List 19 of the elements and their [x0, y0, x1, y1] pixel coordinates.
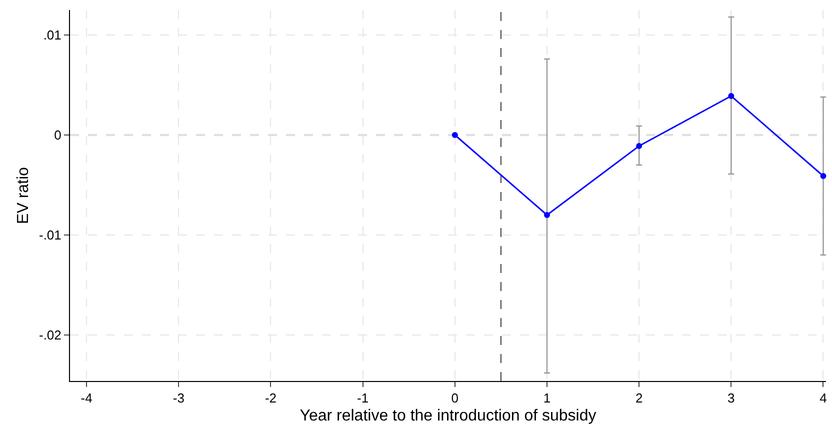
x-tick-label: -1	[357, 390, 369, 406]
x-tick-label: 2	[635, 390, 643, 406]
x-tick-label: 4	[820, 390, 827, 406]
x-tick-label: 1	[543, 390, 551, 406]
y-tick-label: .01	[43, 28, 62, 43]
x-tick-label: -4	[80, 390, 92, 406]
x-axis-title: Year relative to the introduction of subsidy	[300, 407, 596, 424]
y-tick-label: 0	[54, 128, 62, 143]
y-tick-label: -.02	[38, 328, 62, 343]
x-tick-label: -2	[264, 390, 277, 406]
x-tick-label: -3	[172, 390, 184, 406]
point	[728, 93, 734, 99]
x-tick-label: 0	[451, 390, 459, 406]
point	[636, 143, 642, 149]
point	[820, 173, 826, 179]
x-tick-label: 3	[728, 390, 735, 406]
y-tick-label: -.01	[38, 228, 62, 243]
y-axis-title: EV ratio	[15, 166, 32, 224]
point	[544, 212, 550, 218]
